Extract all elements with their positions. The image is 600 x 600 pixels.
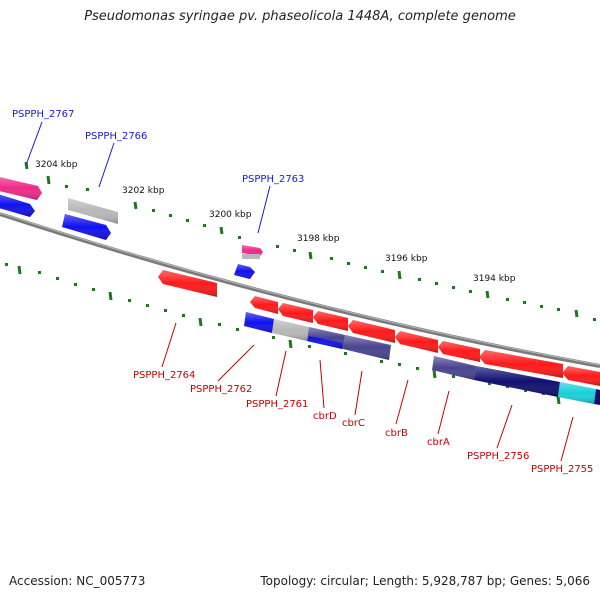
gene-label[interactable]: PSPPH_2762 [190,384,252,395]
genome-backbone [0,212,600,368]
gene-label[interactable]: PSPPH_2767 [12,109,74,120]
upper-dot-ruler [65,185,596,321]
gene-block[interactable] [474,366,560,397]
gene-label[interactable]: cbrD [313,411,337,422]
gene-block[interactable] [307,327,345,349]
leader-line [275,350,287,397]
gene-block[interactable] [244,312,274,333]
gene-arrow[interactable] [250,296,278,314]
leader-line [319,359,325,409]
gene-arrow[interactable] [158,270,217,297]
gene-arrow[interactable] [278,303,313,323]
gene-block[interactable] [594,389,600,405]
accession-text: Accession: NC_005773 [9,574,146,588]
leader-line [560,416,574,462]
gene-arrow[interactable] [0,193,35,217]
leader-line [354,370,363,416]
kbp-label: 3204 kbp [35,160,78,170]
lower-tick-marks [17,265,561,405]
gene-label[interactable]: cbrA [427,437,450,448]
kbp-label: 3200 kbp [209,210,252,220]
leader-line [161,322,177,368]
kbp-label: 3194 kbp [473,274,516,284]
leader-line [257,185,271,234]
gene-arrow[interactable] [0,176,42,200]
upper-tick-marks [24,161,579,318]
genome-summary: Topology: circular; Length: 5,928,787 bp… [260,574,590,588]
leader-line [496,404,513,449]
kbp-label: 3198 kbp [297,234,340,244]
leader-line [437,390,450,435]
gene-block[interactable] [343,335,391,360]
leader-line [98,142,115,188]
leader-line [25,121,43,166]
gene-arrow[interactable] [348,320,395,343]
gene-block[interactable] [432,356,476,380]
gene-arrow[interactable] [242,245,263,259]
gene-label[interactable]: PSPPH_2766 [85,131,147,142]
gene-arrow[interactable] [313,311,348,331]
kbp-label: 3196 kbp [385,254,428,264]
gene-arrow[interactable] [62,214,111,240]
gene-arrow[interactable] [438,341,480,362]
leader-line [395,379,409,425]
genome-backbone-highlight [0,212,600,366]
gene-label[interactable]: PSPPH_2756 [467,451,529,462]
gene-block[interactable] [558,382,596,404]
gene-arrow[interactable] [234,264,255,279]
gene-arrow[interactable] [562,366,600,386]
gene-label[interactable]: PSPPH_2763 [242,174,304,185]
gene-arrow[interactable] [395,331,438,353]
kbp-label: 3202 kbp [122,186,165,196]
gene-arrow[interactable] [479,350,563,378]
gene-label[interactable]: cbrC [342,418,365,429]
gene-label[interactable]: PSPPH_2764 [133,370,195,381]
leader-line [217,344,255,382]
gene-label[interactable]: PSPPH_2755 [531,464,593,475]
gene-arrow[interactable] [68,198,118,224]
gene-block[interactable] [272,319,309,341]
gene-label[interactable]: PSPPH_2761 [246,399,308,410]
page-title: Pseudomonas syringae pv. phaseolicola 14… [84,9,516,24]
gene-label[interactable]: cbrB [385,428,408,439]
